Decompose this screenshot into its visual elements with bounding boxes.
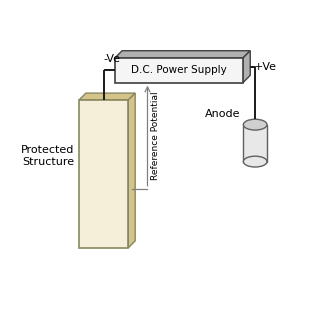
Text: D.C. Power Supply: D.C. Power Supply <box>131 65 227 76</box>
Polygon shape <box>128 93 135 248</box>
Bar <box>79 100 128 248</box>
Polygon shape <box>243 51 250 83</box>
Ellipse shape <box>243 156 267 167</box>
Ellipse shape <box>243 119 267 130</box>
Bar <box>243 124 267 162</box>
Bar <box>115 58 243 83</box>
Text: Protected
Structure: Protected Structure <box>21 145 74 167</box>
Polygon shape <box>79 93 135 100</box>
Text: -Ve: -Ve <box>104 54 121 64</box>
Text: Anode: Anode <box>205 108 240 118</box>
Text: +Ve: +Ve <box>254 62 277 72</box>
Text: Reference Potential: Reference Potential <box>151 92 160 180</box>
Polygon shape <box>115 51 250 58</box>
